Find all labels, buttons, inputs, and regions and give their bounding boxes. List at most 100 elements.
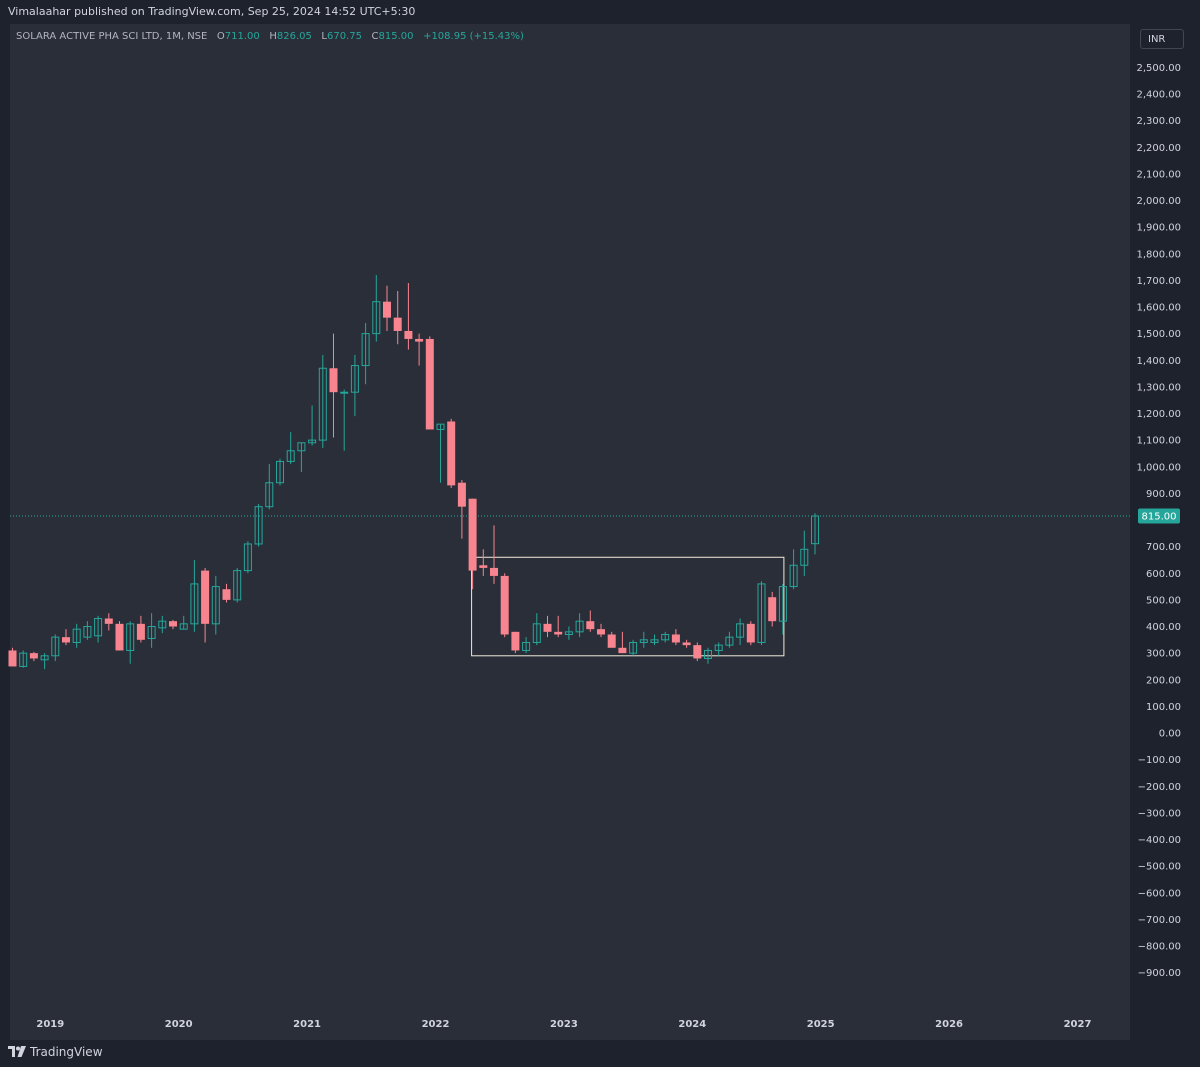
y-tick-label: 1,500.00 <box>1136 329 1181 340</box>
x-tick-label: 2027 <box>1064 1019 1092 1030</box>
candle-body <box>190 583 199 625</box>
published-info: Vimalaahar published on TradingView.com,… <box>8 5 416 18</box>
y-tick-label: 0.00 <box>1159 729 1181 740</box>
candle-body <box>329 368 338 393</box>
y-tick-label: 400.00 <box>1146 622 1181 633</box>
candle-body <box>607 634 616 648</box>
y-tick-label: 500.00 <box>1146 595 1181 606</box>
candle-body <box>147 626 156 639</box>
candle-body <box>490 567 498 576</box>
candle-body <box>447 421 456 486</box>
candle-body <box>768 597 777 622</box>
symbol-legend: SOLARA ACTIVE PHA SCI LTD, 1M, NSE O711.… <box>16 31 524 42</box>
y-tick-label: 1,900.00 <box>1136 223 1181 234</box>
y-tick-label: −200.00 <box>1138 782 1181 793</box>
candle-body <box>704 649 712 659</box>
candle-body <box>393 317 402 331</box>
brand-name: TradingView <box>30 1045 103 1059</box>
x-tick-label: 2020 <box>165 1019 193 1030</box>
candle-body <box>211 586 220 625</box>
candle-body <box>297 442 306 452</box>
candle-body <box>115 623 124 651</box>
candle-body <box>457 482 466 507</box>
x-tick-label: 2025 <box>807 1019 835 1030</box>
close-value: 815.00 <box>378 31 414 42</box>
candle-body <box>800 548 809 566</box>
x-tick-label: 2023 <box>550 1019 578 1030</box>
y-tick-label: 100.00 <box>1146 702 1181 713</box>
candle-body <box>169 621 177 627</box>
candle-body <box>522 641 531 651</box>
candle-body <box>532 623 541 643</box>
candle-body <box>554 631 563 635</box>
candle-body <box>564 631 573 635</box>
low-value: 670.75 <box>326 31 362 42</box>
candle-body <box>62 637 70 643</box>
candle-body <box>778 586 787 622</box>
candle-body <box>179 623 188 630</box>
y-tick-label: −300.00 <box>1138 808 1181 819</box>
candle-body <box>436 423 445 430</box>
y-tick-label: 300.00 <box>1146 649 1181 660</box>
candle-body <box>126 623 135 651</box>
candle-body <box>757 583 766 643</box>
y-tick-label: 2,400.00 <box>1136 90 1181 101</box>
y-tick-label: 2,100.00 <box>1136 169 1181 180</box>
candle-body <box>8 650 17 667</box>
candle-body <box>94 618 103 637</box>
range-box <box>471 556 785 657</box>
y-tick-label: 1,800.00 <box>1136 249 1181 260</box>
candle-body <box>361 333 370 367</box>
y-tick-label: 1,000.00 <box>1136 462 1181 473</box>
candle-body <box>586 621 595 630</box>
last-price-label: 815.00 <box>1142 512 1177 523</box>
candle-body <box>597 629 605 635</box>
candle-body <box>72 628 81 643</box>
candle-body <box>736 623 745 638</box>
candle-body <box>276 460 284 484</box>
candle-body <box>650 639 659 643</box>
high-value: 826.05 <box>276 31 312 42</box>
y-tick-label: 600.00 <box>1146 569 1181 580</box>
candle-body <box>639 639 648 643</box>
open-label: O <box>216 31 225 42</box>
y-tick-label: −600.00 <box>1138 888 1181 899</box>
y-tick-label: −900.00 <box>1138 968 1181 979</box>
y-tick-label: −500.00 <box>1138 862 1181 873</box>
candle-body <box>789 564 798 588</box>
x-tick-label: 2026 <box>935 1019 963 1030</box>
candle-body <box>479 565 488 568</box>
candle-body <box>511 631 520 651</box>
candle-body <box>340 391 349 394</box>
candle-body <box>83 626 92 638</box>
y-tick-label: 900.00 <box>1146 489 1181 500</box>
change-value: +108.95 (+15.43%) <box>423 31 524 42</box>
y-tick-label: 2,500.00 <box>1136 63 1181 74</box>
y-tick-label: 700.00 <box>1146 542 1181 553</box>
close-label: C <box>371 31 379 42</box>
candle-body <box>500 575 509 635</box>
currency-button[interactable]: INR <box>1140 29 1184 49</box>
candle-body <box>254 506 263 545</box>
candle-body <box>629 641 638 654</box>
candle-body <box>543 623 552 632</box>
candle-body <box>222 589 231 600</box>
candle-body <box>425 338 434 430</box>
candle-body <box>383 301 391 318</box>
high-label: H <box>269 31 277 42</box>
y-tick-label: −700.00 <box>1138 915 1181 926</box>
y-tick-label: 2,000.00 <box>1136 196 1181 207</box>
y-tick-label: 1,200.00 <box>1136 409 1181 420</box>
candle-body <box>575 620 584 633</box>
tradingview-brand[interactable]: TradingView <box>8 1045 103 1059</box>
candle-body <box>811 515 819 545</box>
candle-body <box>746 623 755 643</box>
candle-body <box>29 653 38 659</box>
candle-body <box>618 647 627 654</box>
open-value: 711.00 <box>224 31 260 42</box>
candle-body <box>243 543 252 572</box>
y-tick-label: 1,700.00 <box>1136 276 1181 287</box>
top-bar: Vimalaahar published on TradingView.com,… <box>0 0 1200 24</box>
y-tick-label: 1,400.00 <box>1136 356 1181 367</box>
